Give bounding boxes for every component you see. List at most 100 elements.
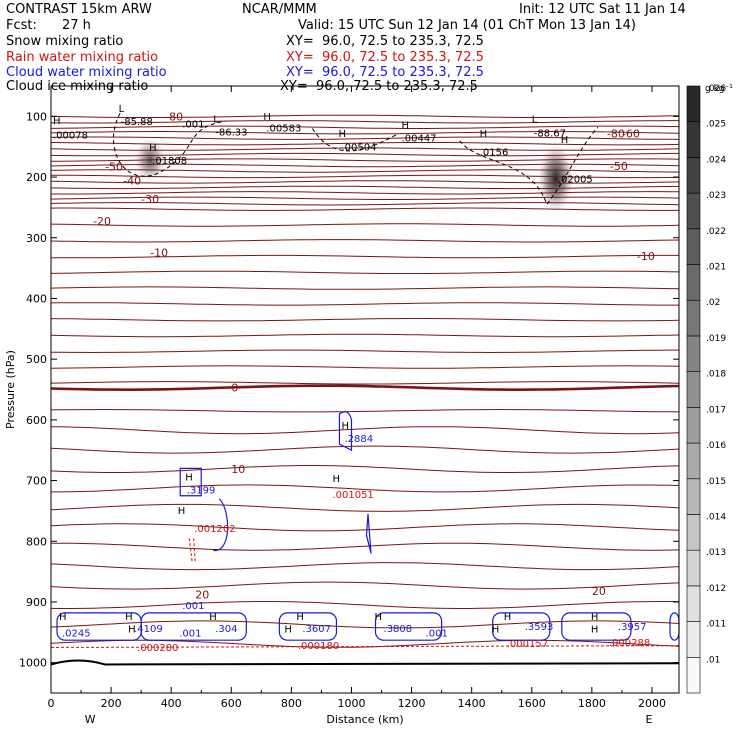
init-time: Init: 12 UTC Sat 11 Jan 14 bbox=[519, 2, 686, 17]
high-marker: H bbox=[341, 421, 349, 432]
isotherm-line bbox=[51, 191, 679, 195]
high-marker: H bbox=[263, 112, 271, 123]
isotherm-label: 20 bbox=[592, 585, 606, 598]
x-tick-label: 1600 bbox=[518, 697, 546, 710]
high-marker: H bbox=[185, 473, 193, 484]
high-marker: H bbox=[402, 120, 410, 131]
colorbar-unit: g kg⁻¹ bbox=[705, 84, 733, 94]
cloud-ice-label: .001 bbox=[182, 120, 204, 131]
isotherm-line bbox=[50, 223, 680, 227]
high-marker: H bbox=[492, 624, 500, 635]
high-marker: H bbox=[209, 612, 217, 623]
x-tick-label: 200 bbox=[101, 697, 122, 710]
cloud-water-contour-low bbox=[492, 612, 551, 641]
isotherm-line bbox=[50, 318, 680, 322]
cloud-water-label: .3593 bbox=[525, 622, 554, 633]
field-rain-xy: XY= 96.0, 72.5 to 235.3, 72.5 bbox=[286, 50, 484, 65]
cloud-water-contour-low bbox=[140, 612, 247, 641]
rain-water-label: .001202 bbox=[194, 524, 235, 535]
y-axis-label: Pressure (hPa) bbox=[4, 350, 17, 429]
cloud-ice-contour-east bbox=[459, 126, 599, 206]
colorbar-swatch bbox=[686, 335, 701, 372]
isotherm-label: 10 bbox=[231, 463, 245, 476]
colorbar-label: .012 bbox=[706, 584, 726, 594]
isotherm-label: -40 bbox=[123, 175, 141, 188]
y-tick-label: 300 bbox=[26, 232, 47, 245]
isotherm-line bbox=[50, 174, 680, 179]
x-tick-label: 0 bbox=[48, 697, 55, 710]
plot-frame bbox=[50, 85, 680, 694]
isotherm-line bbox=[50, 601, 680, 609]
high-marker: H bbox=[561, 135, 569, 146]
isotherm-line bbox=[50, 120, 679, 124]
isotherm-line bbox=[50, 180, 680, 184]
high-marker: H bbox=[504, 612, 512, 623]
colorbar-label: .015 bbox=[706, 477, 726, 487]
isotherm-line bbox=[51, 542, 680, 551]
colorbar-swatch bbox=[686, 121, 701, 158]
rain-water-label: .000180 bbox=[298, 641, 339, 652]
colorbar-label: .011 bbox=[706, 620, 726, 630]
x-tick-label: 2000 bbox=[638, 697, 666, 710]
low-marker: L bbox=[213, 114, 219, 125]
colorbar-label: .017 bbox=[706, 405, 726, 415]
cloud-ice-contour-west bbox=[113, 113, 226, 177]
high-marker: H bbox=[296, 612, 304, 623]
colorbar-label: .016 bbox=[706, 441, 726, 451]
isotherm-line bbox=[50, 333, 680, 338]
high-marker: H bbox=[53, 116, 61, 127]
x-tick-label: 400 bbox=[161, 697, 182, 710]
high-marker: H bbox=[284, 624, 292, 635]
isotherm-label: -10 bbox=[637, 250, 655, 263]
cloud-water-contour-west2 bbox=[213, 498, 229, 551]
isotherm-line bbox=[50, 114, 680, 118]
y-tick-label: 600 bbox=[26, 414, 47, 427]
colorbar-swatch bbox=[686, 585, 701, 622]
high-marker: H bbox=[332, 474, 340, 485]
forecast-label: Fcst: bbox=[6, 18, 37, 33]
cloud-water-label: .304 bbox=[215, 624, 237, 635]
cloud-water-label: .001 bbox=[182, 601, 204, 612]
low-marker: L bbox=[532, 114, 538, 125]
y-tick-label: 700 bbox=[26, 475, 47, 488]
field-cloudwater-name: Cloud water mixing ratio bbox=[6, 65, 167, 80]
colorbar-swatch bbox=[686, 228, 701, 265]
cloud-water-label: .3199 bbox=[187, 486, 216, 497]
cloud-water-contour-mid bbox=[338, 411, 353, 452]
cloud-water-label: .2884 bbox=[344, 434, 373, 445]
colorbar-swatch bbox=[686, 514, 701, 551]
isotherm-label: -50 bbox=[105, 161, 123, 174]
isotherm-line bbox=[50, 185, 680, 190]
colorbar-label: .024 bbox=[706, 155, 726, 165]
isotherm-line bbox=[50, 152, 680, 157]
y-tick-label: 900 bbox=[26, 596, 47, 609]
cloud-water-label: .3607 bbox=[302, 624, 331, 635]
isotherm-line bbox=[50, 620, 680, 629]
colorbar-label: .018 bbox=[706, 370, 726, 380]
snow-shade-east bbox=[537, 144, 574, 213]
cloud-water-label: .0245 bbox=[62, 628, 91, 639]
isotherm-line bbox=[50, 503, 680, 512]
isotherm-zero bbox=[50, 384, 680, 391]
isotherm-line bbox=[50, 169, 680, 173]
isotherm-line bbox=[50, 381, 680, 385]
cloud-ice-contour-mid bbox=[311, 128, 397, 152]
isotherm-line bbox=[50, 302, 679, 306]
x-tick-label: 1200 bbox=[398, 697, 426, 710]
cloud-water-contour-thin bbox=[365, 513, 372, 554]
colorbar-label: .013 bbox=[706, 548, 726, 558]
colorbar-swatch bbox=[686, 656, 701, 694]
cloud-water-label: .3808 bbox=[384, 624, 413, 635]
y-tick-label: 800 bbox=[26, 535, 47, 548]
rain-water-label: .000157 bbox=[507, 639, 548, 650]
isotherm-label: 0 bbox=[231, 382, 238, 395]
isotherm-line bbox=[50, 125, 680, 129]
high-marker: H bbox=[149, 143, 157, 154]
high-marker: H bbox=[591, 612, 599, 623]
colorbar-swatch bbox=[686, 442, 701, 480]
y-tick-label: 100 bbox=[26, 110, 47, 123]
x-tick-label: 1400 bbox=[458, 697, 486, 710]
isotherm-line bbox=[50, 523, 680, 532]
cloud-water-label: .001 bbox=[426, 628, 448, 639]
cloud-ice-min-label: -88.67 bbox=[534, 129, 566, 140]
